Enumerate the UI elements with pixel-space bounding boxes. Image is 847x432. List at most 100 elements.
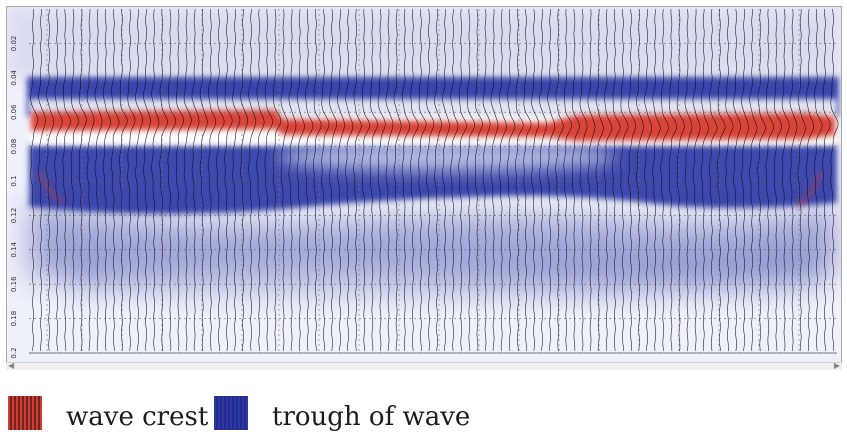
trace-line (450, 8, 459, 352)
trace-line (345, 8, 354, 352)
legend-label-crest: wave crest (66, 402, 209, 432)
legend: wave crest trough of wave (0, 396, 847, 432)
trace-line (636, 8, 644, 352)
trace-line (127, 8, 136, 352)
trace-line (733, 8, 741, 352)
trace-line (603, 8, 613, 352)
amplitude-field (7, 7, 841, 363)
trace-line (313, 8, 322, 352)
trace-line (781, 8, 790, 352)
trace-line (159, 8, 168, 352)
trace-line (620, 9, 629, 351)
trace-line (393, 8, 402, 352)
y-tick-label: 0.08 (10, 139, 18, 155)
field-band-top (7, 7, 841, 77)
trace-line (773, 8, 782, 351)
trace-line (369, 8, 378, 352)
horizontal-scrollbar[interactable]: ◀ ▶ (6, 361, 842, 370)
trace-line (708, 8, 718, 352)
trace-line (288, 8, 297, 352)
trace-line (498, 8, 507, 352)
trace-line (70, 8, 80, 352)
trace-line (579, 8, 588, 352)
wave-trough-swatch (214, 396, 248, 430)
trace-line (466, 9, 475, 352)
trace-line (668, 8, 677, 352)
seismic-plot-area: 0.02 0.04 0.06 0.08 0.1 0.12 0.14 0.16 0.18 0.2 (6, 6, 842, 364)
trace-line (329, 8, 337, 352)
y-tick-label: 0.04 (10, 69, 18, 85)
trace-line (62, 8, 71, 351)
trace-line (280, 8, 289, 352)
y-tick-label: 0.02 (10, 36, 18, 52)
trace-line (822, 8, 831, 352)
trace-line (102, 8, 111, 352)
scroll-right-icon[interactable]: ▶ (833, 361, 840, 370)
trace-line (207, 8, 217, 352)
trace-line (54, 8, 63, 352)
trace-line (805, 8, 814, 352)
trace-line (304, 8, 314, 352)
trough-band-lower (29, 145, 837, 214)
trace-line (385, 8, 394, 352)
trace-line (563, 8, 572, 352)
y-tick-label: 0.2 (10, 347, 18, 358)
trace-line (434, 8, 442, 352)
trace-line (797, 8, 806, 351)
trace-line (474, 8, 483, 352)
trace-line (765, 8, 774, 352)
trace-line (167, 8, 176, 352)
trace-line (248, 8, 256, 352)
y-tick-label: 0.06 (10, 104, 18, 120)
trace-line (612, 8, 621, 352)
trace-line (789, 8, 798, 352)
trace-line (216, 8, 225, 352)
scroll-left-icon[interactable]: ◀ (8, 361, 15, 370)
trace-line (94, 8, 103, 352)
legend-label-trough: trough of wave (272, 402, 471, 432)
trace-line (515, 8, 524, 352)
trace-line (644, 9, 652, 351)
trace-line (547, 8, 556, 352)
trace-line (725, 8, 734, 352)
wiggle-traces (30, 8, 839, 352)
trace-line (628, 8, 637, 352)
trace-line (151, 8, 160, 352)
trace-line (321, 8, 330, 352)
y-tick-label: 0.1 (10, 175, 18, 186)
trace-line (571, 8, 580, 352)
trace-line (539, 8, 547, 352)
trace-line (595, 9, 604, 351)
trace-line (830, 8, 839, 352)
trace-line (555, 8, 564, 352)
trace-line (426, 8, 435, 352)
trace-line (256, 8, 265, 352)
trace-line (401, 8, 411, 352)
trace-line (749, 8, 758, 352)
trough-diffuse-deep (29, 203, 837, 283)
trace-line (684, 8, 693, 352)
trace-line (587, 8, 596, 352)
trace-line (296, 8, 305, 352)
y-tick-label: 0.18 (10, 311, 18, 327)
trace-line (135, 9, 143, 352)
seismic-section-chart: 0.02 0.04 0.06 0.08 0.1 0.12 0.14 0.16 0.18 0.2 (7, 7, 841, 363)
trace-line (119, 8, 128, 352)
trace-line (660, 8, 669, 352)
trace-line (38, 8, 46, 352)
trace-line (272, 8, 282, 352)
trace-line (717, 8, 726, 352)
trace-line (490, 8, 499, 352)
trace-line (110, 8, 120, 352)
trace-line (337, 8, 345, 352)
trace-line (30, 8, 39, 352)
trace-line (506, 8, 516, 352)
crest-arc-right (794, 170, 824, 210)
trace-line (482, 8, 491, 352)
trace-line (175, 8, 184, 352)
trace-line (86, 9, 95, 351)
y-tick-label: 0.12 (10, 208, 18, 224)
trace-line (458, 8, 467, 352)
wave-crest-swatch (8, 396, 42, 430)
trace-line (523, 8, 532, 352)
